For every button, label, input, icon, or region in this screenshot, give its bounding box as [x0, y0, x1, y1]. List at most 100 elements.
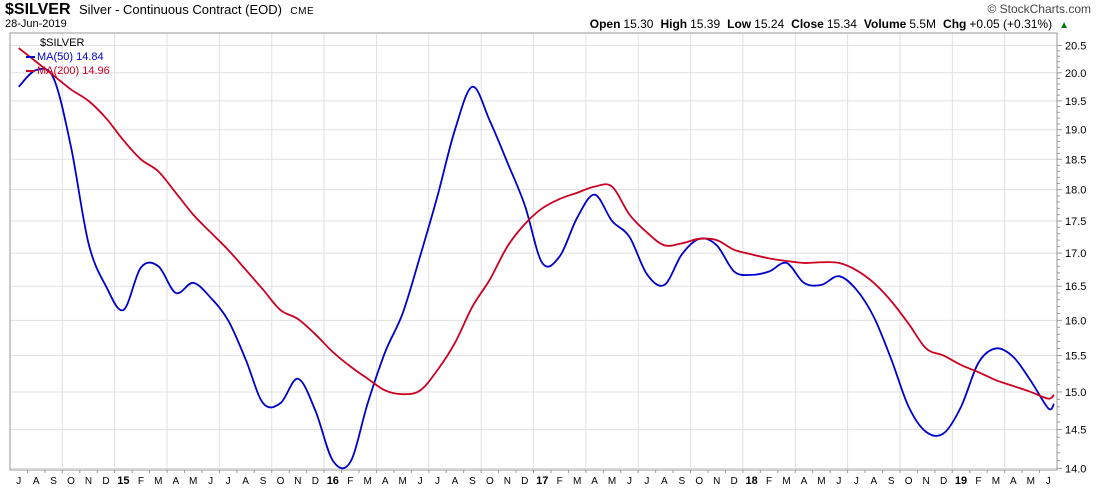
- volume-label: Volume: [863, 17, 907, 31]
- y-axis-label: 20.0: [1065, 68, 1086, 80]
- x-axis-label: F: [975, 476, 981, 487]
- x-axis-label: F: [138, 476, 144, 487]
- y-axis-label: 14.5: [1065, 425, 1086, 437]
- y-axis-label: 16.5: [1065, 281, 1086, 293]
- x-axis-label: J: [418, 476, 423, 487]
- x-axis-label: N: [923, 476, 930, 487]
- stockcharts-credit: © StockCharts.com: [987, 2, 1091, 16]
- legend-ma200[interactable]: MA(200) 14.96: [26, 64, 110, 78]
- y-axis-label: 19.0: [1065, 125, 1086, 137]
- x-axis-label: D: [312, 476, 319, 487]
- x-axis-label: J: [854, 476, 859, 487]
- open-label: Open: [589, 17, 621, 31]
- low-label: Low: [727, 17, 752, 31]
- x-axis-label: O: [486, 476, 494, 487]
- y-axis-label: 17.5: [1065, 216, 1086, 228]
- close-label: Close: [791, 17, 824, 31]
- x-axis-label: S: [678, 476, 685, 487]
- x-axis-label: N: [85, 476, 92, 487]
- low-value: 15.24: [754, 17, 785, 31]
- x-axis-label: M: [189, 476, 197, 487]
- x-axis-label: A: [591, 476, 598, 487]
- x-axis-label: A: [1010, 476, 1017, 487]
- x-axis-label: D: [102, 476, 109, 487]
- legend-symbol: $SILVER: [40, 37, 85, 49]
- x-axis-label: O: [67, 476, 75, 487]
- x-axis-label: J: [226, 476, 231, 487]
- x-axis-label: J: [644, 476, 649, 487]
- ma200-line[interactable]: [18, 47, 1055, 400]
- x-axis-label: A: [382, 476, 389, 487]
- x-axis-label: 16: [327, 475, 339, 487]
- y-axis-label: 15.0: [1065, 387, 1086, 399]
- x-axis-label: M: [1027, 476, 1035, 487]
- x-axis-label: D: [731, 476, 738, 487]
- open-value: 15.30: [623, 17, 654, 31]
- legend-ma50-label: MA(50) 14.84: [37, 51, 104, 63]
- y-axis-label: 20.5: [1065, 40, 1086, 52]
- x-axis-label: S: [469, 476, 476, 487]
- ma50-swatch-icon: [26, 56, 35, 59]
- x-axis-label: J: [1046, 476, 1051, 487]
- ma50-line[interactable]: [18, 67, 1055, 470]
- y-axis-label: 19.5: [1065, 96, 1086, 108]
- chart-date: 28-Jun-2019: [5, 18, 67, 30]
- x-axis-label: M: [364, 476, 372, 487]
- x-axis-label: 18: [746, 475, 758, 487]
- y-axis-label: 18.5: [1065, 154, 1086, 166]
- x-axis-label: S: [260, 476, 267, 487]
- x-axis-label: O: [695, 476, 703, 487]
- y-axis-label: 15.5: [1065, 351, 1086, 363]
- x-axis-label: A: [172, 476, 179, 487]
- exchange-label: CME: [290, 6, 315, 17]
- x-axis-label: A: [33, 476, 40, 487]
- x-axis-label: M: [608, 476, 616, 487]
- chg-label: Chg: [943, 17, 967, 31]
- x-axis-label: N: [294, 476, 301, 487]
- x-axis-label: J: [627, 476, 632, 487]
- x-axis-label: J: [836, 476, 841, 487]
- x-axis-label: A: [452, 476, 459, 487]
- x-axis-label: F: [766, 476, 772, 487]
- chart-title-row: $SILVER Silver - Continuous Contract (EO…: [5, 1, 314, 19]
- x-axis-label: 19: [955, 475, 967, 487]
- x-axis-label: J: [16, 476, 21, 487]
- close-value: 15.34: [826, 17, 857, 31]
- high-label: High: [660, 17, 688, 31]
- x-axis-label: M: [154, 476, 162, 487]
- x-axis-label: N: [713, 476, 720, 487]
- legend-ma50[interactable]: MA(50) 14.84: [26, 50, 110, 64]
- y-axis-label: 17.0: [1065, 248, 1086, 260]
- chg-value: +0.05 (+0.31%): [969, 17, 1053, 31]
- y-axis-label: 18.0: [1065, 185, 1086, 197]
- x-axis-label: O: [277, 476, 285, 487]
- x-axis-label: A: [801, 476, 808, 487]
- x-axis-label: 15: [117, 475, 129, 487]
- x-axis-label: S: [888, 476, 895, 487]
- x-axis-label: F: [557, 476, 563, 487]
- y-axis-label: 14.0: [1065, 464, 1086, 476]
- x-axis-label: M: [573, 476, 581, 487]
- instrument-name: Silver - Continuous Contract (EOD): [78, 2, 282, 17]
- x-axis-label: S: [50, 476, 57, 487]
- up-triangle-icon: ▲: [1059, 20, 1069, 31]
- x-axis-label: D: [940, 476, 947, 487]
- x-axis-label: O: [905, 476, 913, 487]
- x-axis-label: F: [347, 476, 353, 487]
- legend-ma200-label: MA(200) 14.96: [37, 65, 110, 77]
- chart-legend: $SILVER MA(50) 14.84 MA(200) 14.96: [26, 36, 110, 78]
- x-axis-label: A: [661, 476, 668, 487]
- x-axis-label: J: [208, 476, 213, 487]
- x-axis-label: M: [992, 476, 1000, 487]
- x-axis-label: M: [817, 476, 825, 487]
- x-axis-label: D: [521, 476, 528, 487]
- x-axis-label: A: [242, 476, 249, 487]
- x-axis-label: 17: [536, 475, 548, 487]
- ticker-symbol: $SILVER: [5, 1, 71, 18]
- x-axis-label: M: [398, 476, 406, 487]
- x-axis-label: J: [435, 476, 440, 487]
- x-axis-label: A: [870, 476, 877, 487]
- volume-value: 5.5M: [909, 17, 937, 31]
